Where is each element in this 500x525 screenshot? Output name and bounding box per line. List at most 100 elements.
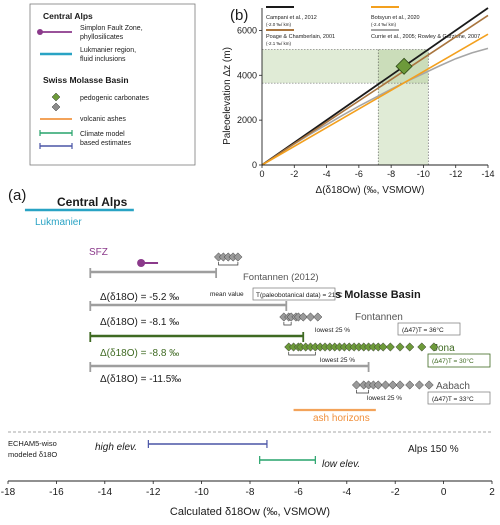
fontannen-2012-label: Fontannen (2012)	[243, 272, 319, 283]
panel-a-xtick-label-5: -8	[246, 487, 255, 498]
panel-b: (b) Paleoelevation Δz (m) Δ(δ18Ow) (‰, V…	[222, 6, 495, 196]
legend-group-molasse: Swiss Molasse Basin	[43, 75, 129, 85]
panel-a-xtick-label-8: -2	[391, 487, 400, 498]
panel-b-series-2	[261, 33, 489, 166]
panel-b-ytick-label-2: 4000	[237, 70, 257, 80]
sfz-label: SFZ	[89, 247, 108, 258]
lukmanier-label: Lukmanier	[35, 217, 82, 228]
panel-b-xtick-label-6: -12	[449, 169, 462, 179]
jona-box	[427, 353, 491, 368]
site-3-point-5	[380, 380, 391, 390]
panel-b-legend-name-botsyun: Botsyun et al., 2020	[371, 15, 420, 21]
panel-b-xtick-label-4: -8	[387, 169, 395, 179]
panel-a: (a) Central Alps Lukmanier SFZ Swiss Mol…	[1, 187, 495, 518]
site-2-point-22	[395, 342, 405, 352]
legend-model-label-1: Climate model	[80, 131, 125, 138]
high-elev-label: high elev.	[95, 442, 137, 453]
panel-a-xtick-label-1: -16	[49, 487, 64, 498]
site-2-point-24	[417, 342, 427, 352]
legend-sfz-label-2: phyllosilicates	[80, 34, 124, 41]
panel-b-xtick-label-5: -10	[417, 169, 430, 179]
panel-b-xtick-label-2: -4	[323, 169, 331, 179]
panel-b-series-1	[261, 14, 489, 166]
panel-a-xtick-label-6: -6	[294, 487, 303, 498]
panel-b-xtick-label-1: -2	[290, 169, 298, 179]
legend-sfz-dot	[37, 29, 43, 35]
site-1-point-7	[313, 312, 323, 322]
panel-b-xtick-label-3: -6	[355, 169, 363, 179]
site-2-point-20	[378, 342, 388, 352]
panel-b-xlabel: Δ(δ18Ow) (‰, VSMOW)	[316, 185, 425, 196]
site-3-point-6	[388, 380, 398, 390]
site-2-point-21	[385, 342, 395, 352]
site-3-point-9	[414, 380, 424, 390]
panel-b-ylabel: Paleoelevation Δz (m)	[222, 47, 233, 145]
low-elev-label: low elev.	[322, 459, 360, 470]
delta-label-1: Δ(δ18O) = -5.2 ‰	[100, 292, 179, 303]
site-3-point-0	[351, 380, 362, 390]
site-bracket-3	[356, 390, 369, 394]
panel-b-ytick-label-3: 6000	[237, 25, 257, 35]
panel-b-shade-vertical	[378, 83, 429, 165]
legend-carb-label: pedogenic carbonates	[80, 95, 149, 102]
site-1-point-6	[305, 312, 316, 322]
panel-b-xtick-label-7: -14	[481, 169, 494, 179]
lowest25-aabach: lowest 25 %	[367, 395, 402, 402]
site-3-point-4	[373, 380, 383, 390]
legend-luk-label-2: fluid inclusions	[80, 56, 126, 63]
echam-line-2: modeled δ18O	[8, 450, 57, 459]
site-3-point-7	[395, 380, 405, 390]
panel-b-marker	[395, 57, 413, 75]
panel-b-label: (b)	[230, 7, 248, 24]
echam-line-1: ECHAM5-wiso	[8, 439, 57, 448]
panel-a-label: (a)	[8, 187, 26, 204]
panel-a-xtick-label-4: -10	[194, 487, 209, 498]
panel-a-xtick-label-0: -18	[1, 487, 16, 498]
panel-b-legend-sub-botsyun: (-2.4 ‰/ km)	[371, 22, 397, 27]
fontannen-label: Fontannen	[355, 312, 403, 323]
legend-luk-label-1: Lukmanier region,	[80, 47, 136, 54]
panel-a-xtick-label-2: -14	[98, 487, 113, 498]
site-2-point-25	[429, 342, 439, 352]
legend-carb-grey-marker	[51, 102, 61, 112]
panel-b-ytick-label-0: 0	[252, 160, 257, 170]
central-alps-title: Central Alps	[57, 195, 128, 209]
panel-b-legend: Campani et al., 2012 (-2.0 ‰/ km) Botsyu…	[266, 6, 480, 46]
legend-ash-label: volcanic ashes	[80, 116, 126, 123]
jona-label: Jona	[433, 343, 455, 354]
legend-carb-green-marker	[51, 92, 61, 102]
site-0-point-4	[233, 252, 243, 262]
legend-sfz-label-1: Simplon Fault Zone,	[80, 25, 143, 32]
jona-box-text: (Δ47)T = 30°C	[432, 357, 474, 365]
panel-a-xlabel: Calculated δ18Ow (‰, VSMOW)	[170, 506, 330, 518]
alps150-label: Alps 150 %	[408, 444, 459, 455]
sfz-point	[137, 259, 146, 267]
panel-a-xtick-label-9: 0	[441, 487, 447, 498]
panel-b-xtick-label-0: 0	[259, 169, 264, 179]
site-3-point-10	[424, 380, 434, 390]
paleobotanical-box	[252, 287, 336, 301]
fontannen-box-text: (Δ47)T = 36°C	[402, 326, 444, 334]
site-bracket-2	[288, 352, 316, 356]
panel-b-legend-sub-poage: (-2.1 ‰/ km)	[266, 41, 292, 46]
aabach-box	[427, 391, 491, 405]
lowest25-jona: lowest 25 %	[320, 357, 355, 364]
panel-a-xtick-label-10: 2	[489, 487, 495, 498]
site-2-point-23	[405, 342, 415, 352]
site-1-point-5	[298, 312, 308, 322]
panel-b-ytick-label-1: 2000	[237, 115, 257, 125]
delta-label-4: Δ(δ18O) = -11.5‰	[100, 374, 181, 385]
site-3-point-8	[405, 380, 415, 390]
lowest25-fontannen: lowest 25 %	[315, 327, 350, 334]
site-bracket-1	[283, 322, 292, 326]
delta-label-3: Δ(δ18O) = -8.8 ‰	[100, 348, 179, 359]
swiss-molasse-title: Swiss Molasse Basin	[310, 289, 421, 301]
panel-b-legend-name-poage: Poage & Chamberlain, 2001	[266, 34, 335, 40]
panel-a-xtick-label-3: -12	[146, 487, 161, 498]
panel-b-legend-sub-campani: (-2.0 ‰/ km)	[266, 22, 292, 27]
panel-a-xtick-label-7: -4	[342, 487, 351, 498]
panel-b-legend-name-campani: Campani et al., 2012	[266, 15, 317, 21]
aabach-label: Aabach	[436, 381, 470, 392]
legend-box: Central Alps Simplon Fault Zone, phyllos…	[29, 3, 196, 166]
